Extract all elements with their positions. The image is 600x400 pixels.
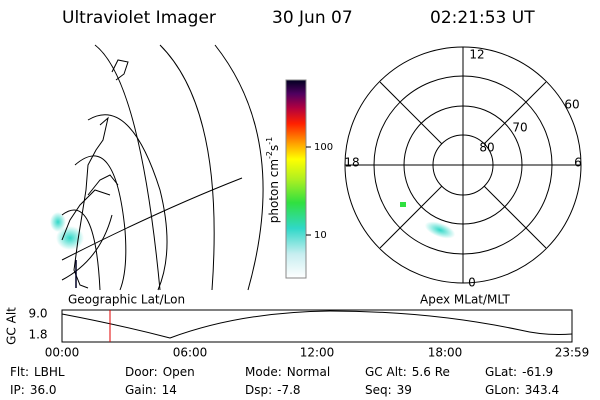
x-tick-label: 00:00 [45, 346, 80, 360]
info-panel: Flt: LBHL Door: Open Mode: Normal GC Alt: 5.6 R… [10, 365, 559, 397]
lat-label: 60 [564, 98, 579, 112]
mlt-label: 12 [469, 48, 484, 62]
lat-label: 70 [512, 121, 527, 135]
info-field: IP: 36.0 [10, 383, 57, 397]
x-tick-label: 18:00 [428, 346, 463, 360]
info-field: GLat: -61.9 [485, 365, 553, 379]
info-field: Seq: 39 [365, 383, 412, 397]
time: 02:21:53 UT [430, 8, 535, 28]
altitude-frame [61, 309, 573, 343]
altitude-curve [61, 310, 573, 339]
panel-label: Apex MLat/MLT [420, 293, 510, 307]
mlt-label: 0 [468, 276, 476, 290]
panel-label: Geographic Lat/Lon [68, 293, 185, 307]
geo-map [50, 44, 264, 291]
x-tick-label: 12:00 [300, 346, 335, 360]
colorbar-tick-label: 10 [314, 230, 327, 241]
x-tick-label: 23:59 [555, 346, 590, 360]
lat-label: 80 [479, 141, 494, 155]
colorbar-tick-label: 100 [314, 142, 333, 153]
y-tick-label: 1.8 [28, 328, 47, 342]
info-field: Mode: Normal [245, 365, 330, 379]
date: 30 Jun 07 [272, 8, 353, 28]
info-field: GC Alt: 5.6 Re [365, 365, 450, 379]
y-tick-label: 9.0 [28, 307, 47, 321]
info-field: Door: Open [125, 365, 195, 379]
colorbar-unit: photon cm-2s-1 [265, 137, 281, 224]
x-tick-label: 06:00 [173, 346, 208, 360]
info-field: Dsp: -7.8 [245, 383, 301, 397]
mlt-label: 6 [574, 156, 582, 170]
info-field: GLon: 343.4 [485, 383, 559, 397]
colorbar [285, 79, 307, 279]
info-field: Flt: LBHL [10, 365, 65, 379]
info-field: Gain: 14 [125, 383, 177, 397]
polar-plot [344, 46, 582, 284]
altitude-axis-label: GC Alt [5, 307, 19, 345]
x-ticks: 00:00 06:00 12:00 18:00 23:59 [45, 346, 590, 360]
title: Ultraviolet Imager [62, 8, 216, 28]
mlt-label: 18 [344, 156, 359, 170]
